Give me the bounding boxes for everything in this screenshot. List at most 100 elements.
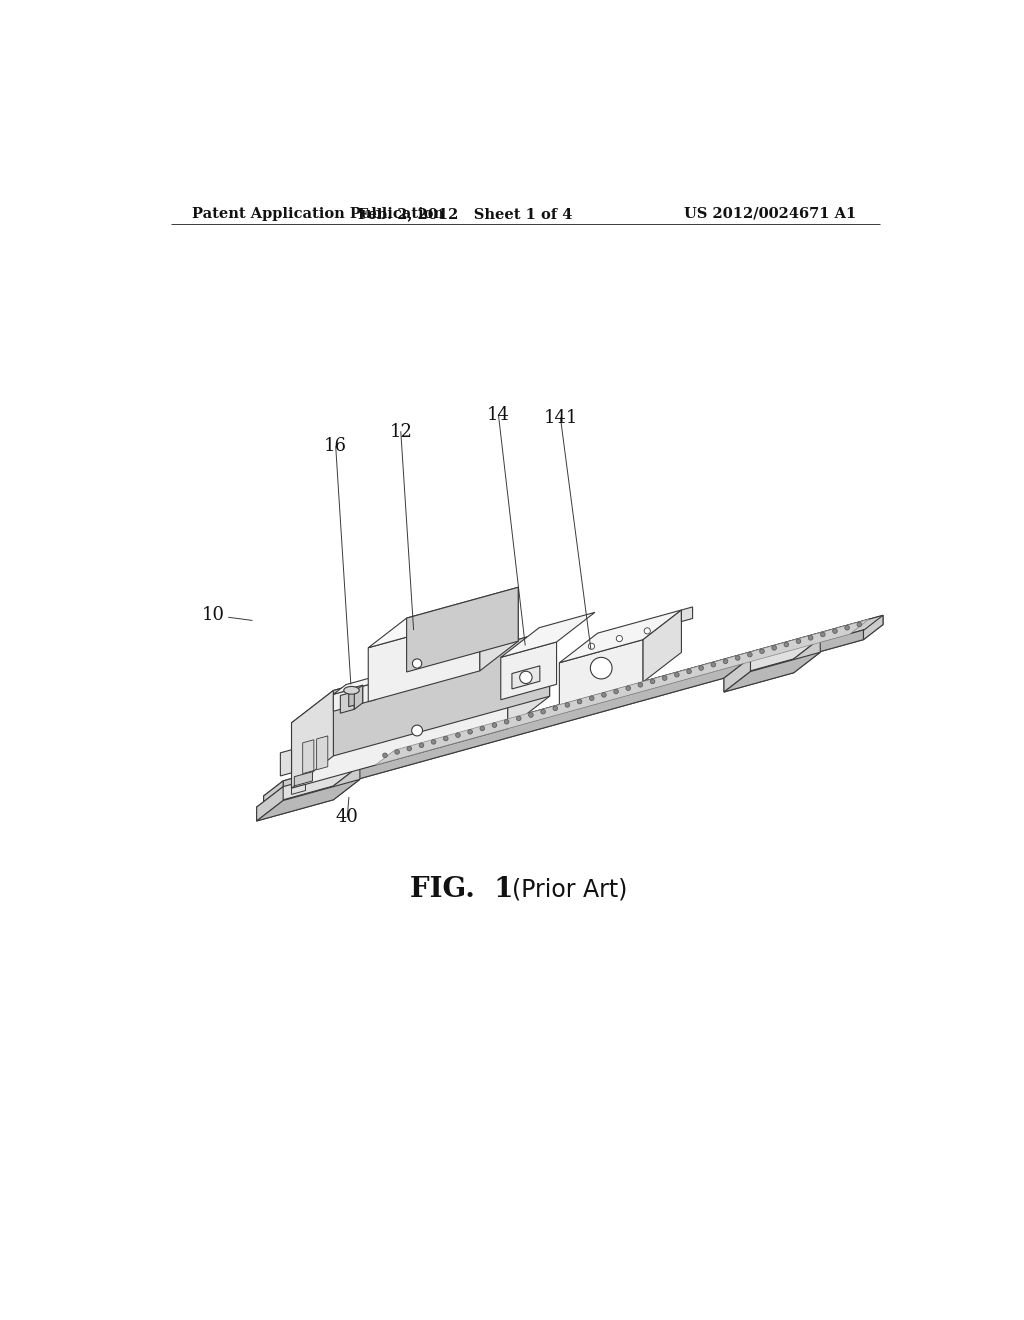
Text: US 2012/0024671 A1: US 2012/0024671 A1 xyxy=(684,207,856,220)
Polygon shape xyxy=(559,610,681,663)
Polygon shape xyxy=(292,663,508,788)
Polygon shape xyxy=(375,619,869,766)
Polygon shape xyxy=(263,624,883,805)
Circle shape xyxy=(675,672,679,677)
Polygon shape xyxy=(369,616,480,702)
Polygon shape xyxy=(303,739,313,774)
Polygon shape xyxy=(292,784,305,795)
Circle shape xyxy=(578,700,582,704)
Polygon shape xyxy=(334,766,359,800)
Circle shape xyxy=(638,682,643,688)
Polygon shape xyxy=(294,772,312,785)
Circle shape xyxy=(528,713,534,717)
Circle shape xyxy=(711,663,716,667)
Circle shape xyxy=(820,632,825,636)
Polygon shape xyxy=(257,779,359,821)
Polygon shape xyxy=(643,610,681,682)
Circle shape xyxy=(419,743,424,747)
Polygon shape xyxy=(334,673,388,694)
Circle shape xyxy=(644,628,650,634)
Polygon shape xyxy=(316,737,328,770)
Circle shape xyxy=(772,645,776,651)
Polygon shape xyxy=(263,781,284,805)
Polygon shape xyxy=(334,631,550,756)
Circle shape xyxy=(784,643,788,647)
Circle shape xyxy=(698,665,703,671)
Circle shape xyxy=(504,719,509,725)
Circle shape xyxy=(413,659,422,668)
Circle shape xyxy=(480,726,484,731)
Text: FIG.  1: FIG. 1 xyxy=(410,876,513,903)
Polygon shape xyxy=(369,587,518,648)
Polygon shape xyxy=(724,652,820,692)
Polygon shape xyxy=(263,615,883,796)
Polygon shape xyxy=(501,642,557,700)
Circle shape xyxy=(760,649,764,653)
Circle shape xyxy=(735,656,740,660)
Text: (Prior Art): (Prior Art) xyxy=(512,878,628,902)
Polygon shape xyxy=(724,659,794,692)
Text: 14: 14 xyxy=(487,405,510,424)
Circle shape xyxy=(493,723,497,727)
Circle shape xyxy=(565,702,569,708)
Circle shape xyxy=(383,752,387,758)
Text: 40: 40 xyxy=(336,808,358,826)
Polygon shape xyxy=(334,682,375,711)
Circle shape xyxy=(857,622,861,627)
Polygon shape xyxy=(559,640,643,705)
Circle shape xyxy=(796,639,801,643)
Text: 16: 16 xyxy=(325,437,347,455)
Polygon shape xyxy=(257,785,334,821)
Polygon shape xyxy=(681,607,692,622)
Polygon shape xyxy=(724,639,820,678)
Circle shape xyxy=(456,733,460,738)
Circle shape xyxy=(541,709,546,714)
Polygon shape xyxy=(501,612,595,657)
Ellipse shape xyxy=(344,686,359,694)
Polygon shape xyxy=(724,657,751,692)
Polygon shape xyxy=(794,639,820,673)
Polygon shape xyxy=(263,631,863,805)
Circle shape xyxy=(431,739,436,744)
Polygon shape xyxy=(480,587,518,671)
Circle shape xyxy=(553,706,558,710)
Circle shape xyxy=(412,725,423,737)
Circle shape xyxy=(407,746,412,751)
Text: 141: 141 xyxy=(544,409,578,426)
Polygon shape xyxy=(257,787,284,821)
Polygon shape xyxy=(375,673,388,700)
Polygon shape xyxy=(863,615,883,640)
Text: Patent Application Publication: Patent Application Publication xyxy=(191,207,443,220)
Polygon shape xyxy=(407,587,518,672)
Circle shape xyxy=(663,676,667,680)
Circle shape xyxy=(589,643,595,649)
Circle shape xyxy=(616,635,623,642)
Text: Feb. 2, 2012   Sheet 1 of 4: Feb. 2, 2012 Sheet 1 of 4 xyxy=(358,207,572,220)
Polygon shape xyxy=(281,750,292,776)
Polygon shape xyxy=(257,766,359,807)
Circle shape xyxy=(520,672,532,684)
Circle shape xyxy=(748,652,753,657)
Circle shape xyxy=(845,626,850,630)
Polygon shape xyxy=(292,631,550,723)
Polygon shape xyxy=(508,631,550,729)
Text: 12: 12 xyxy=(389,422,413,441)
Text: 10: 10 xyxy=(202,606,224,624)
Circle shape xyxy=(591,657,612,678)
Circle shape xyxy=(687,669,691,673)
Polygon shape xyxy=(512,665,540,689)
Circle shape xyxy=(613,689,618,694)
Circle shape xyxy=(395,750,399,754)
Polygon shape xyxy=(354,685,362,709)
Circle shape xyxy=(650,680,655,684)
Circle shape xyxy=(590,696,594,701)
Circle shape xyxy=(626,686,631,690)
Circle shape xyxy=(468,730,472,734)
Polygon shape xyxy=(340,692,354,713)
Polygon shape xyxy=(284,615,883,791)
Circle shape xyxy=(808,635,813,640)
Circle shape xyxy=(516,715,521,721)
Circle shape xyxy=(601,693,606,697)
Circle shape xyxy=(443,737,449,741)
Circle shape xyxy=(723,659,728,664)
